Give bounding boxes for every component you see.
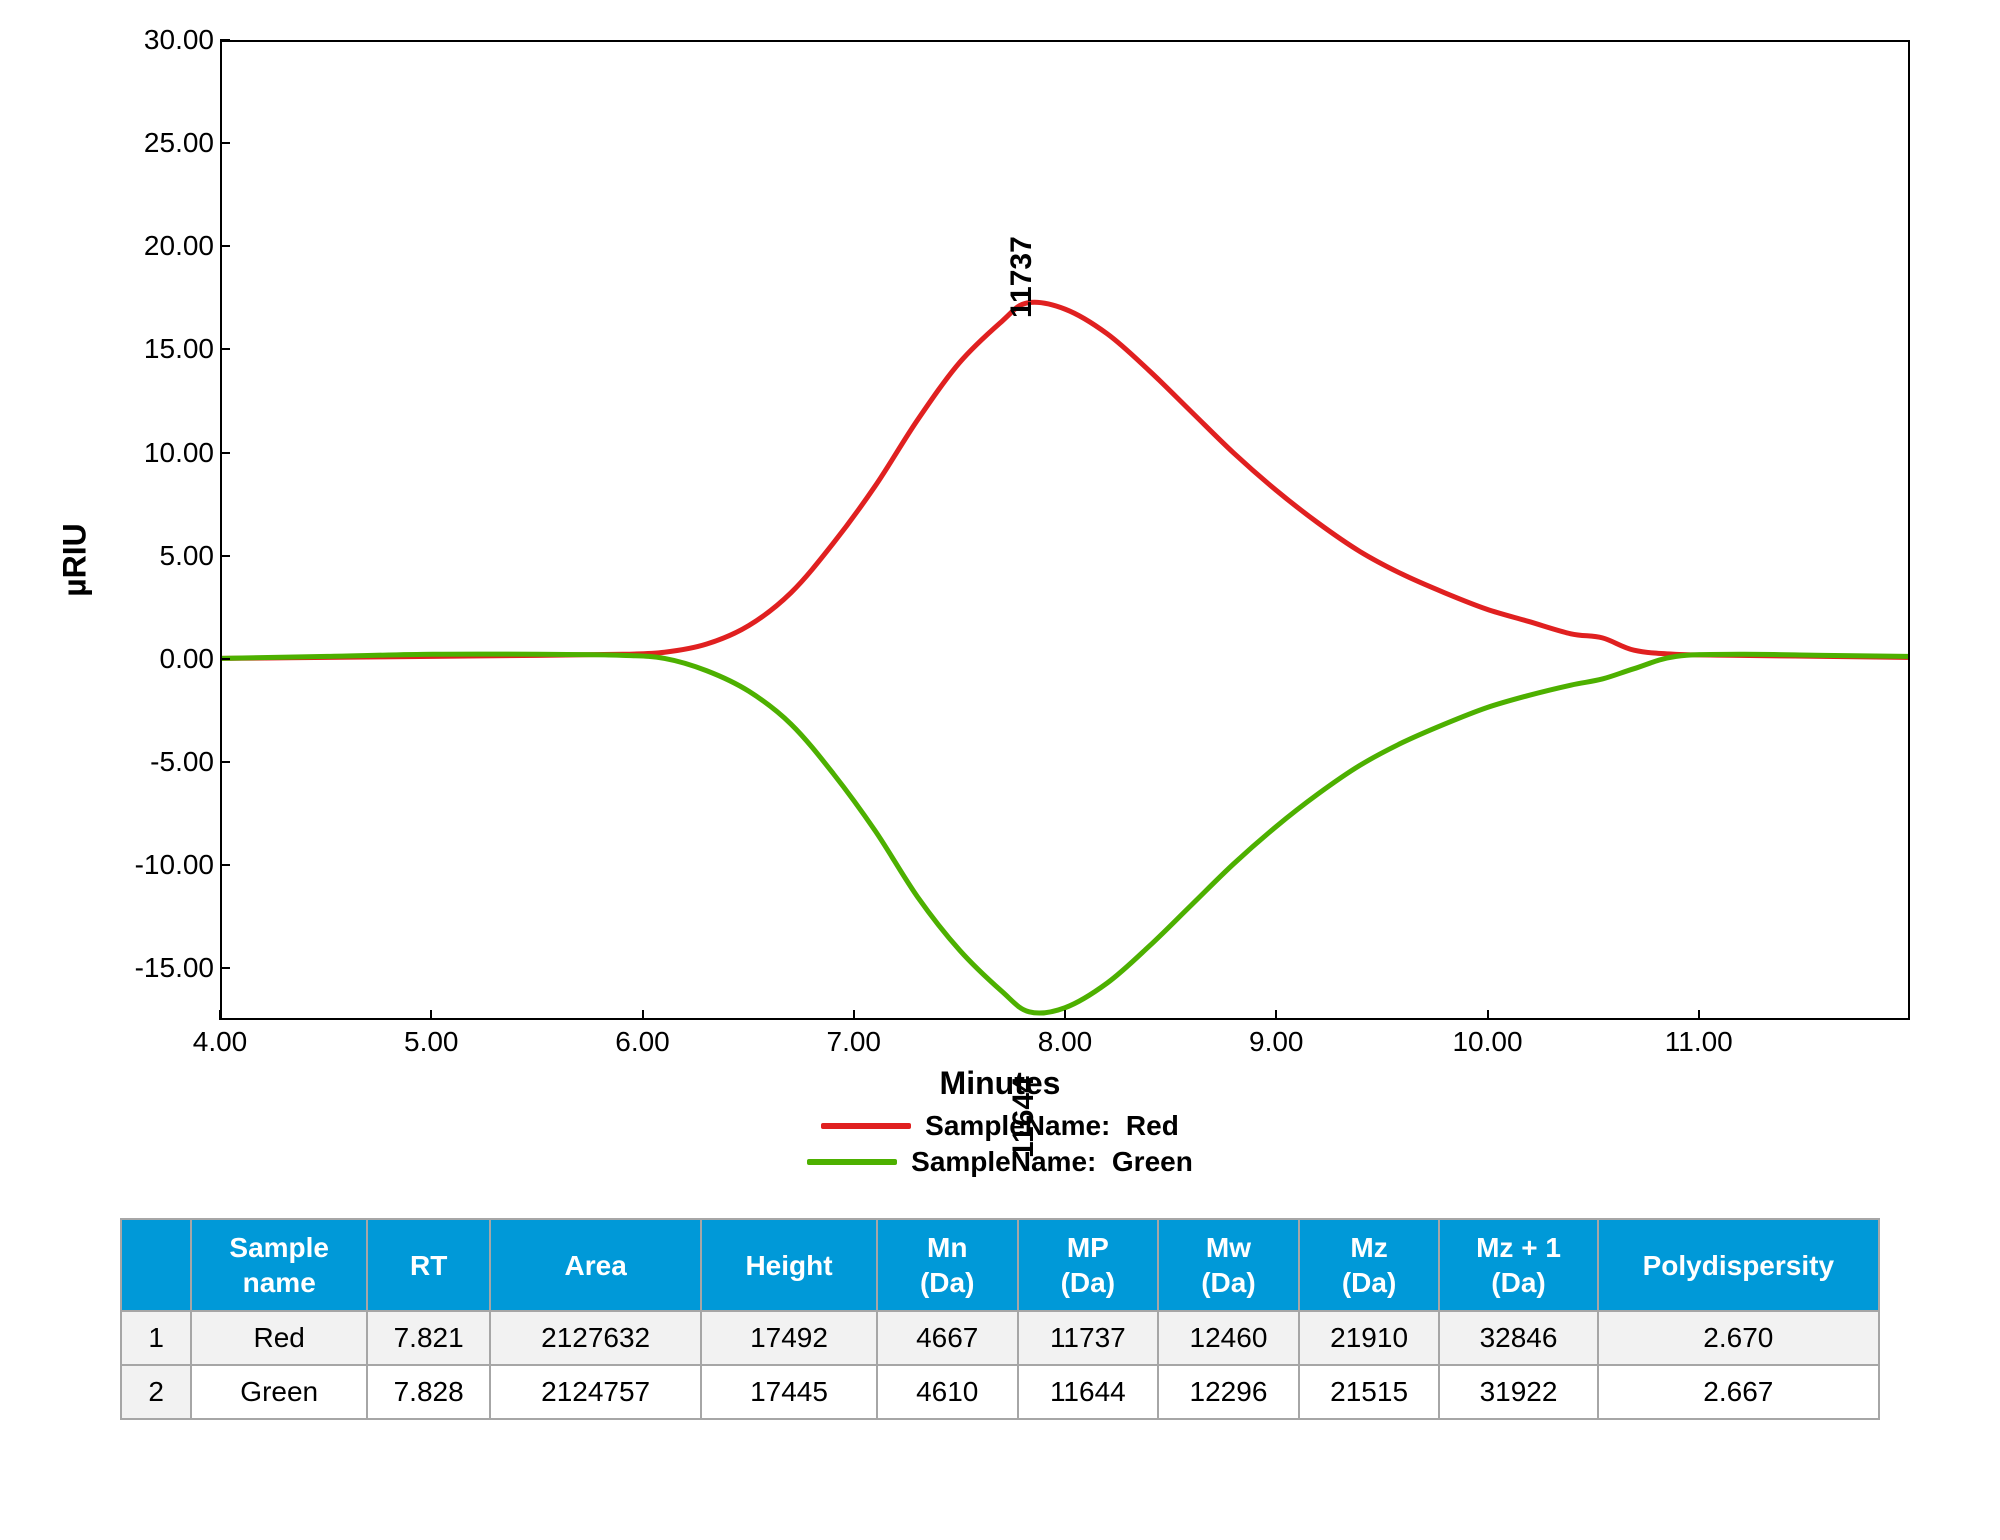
table-cell: 4667 — [877, 1311, 1018, 1365]
legend-item-green: SampleName: Green — [500, 1146, 1500, 1178]
col-header: RT — [367, 1219, 490, 1311]
y-tick-label: 5.00 — [160, 540, 215, 572]
table-cell: Red — [191, 1311, 367, 1365]
y-tick-label: 20.00 — [144, 230, 214, 262]
y-tick-label: 25.00 — [144, 127, 214, 159]
x-tick-mark — [1064, 1010, 1066, 1020]
chart-legend: SampleName: Red SampleName: Green — [500, 1110, 1500, 1178]
col-header: Mz(Da) — [1299, 1219, 1440, 1311]
x-tick-mark — [430, 1010, 432, 1020]
x-tick-mark — [642, 1010, 644, 1020]
y-tick-label: -5.00 — [150, 746, 214, 778]
table-body: 1Red7.8212127632174924667117371246021910… — [121, 1311, 1879, 1419]
chart-svg — [222, 42, 1908, 1018]
table-cell: Green — [191, 1365, 367, 1419]
y-tick-mark — [220, 348, 230, 350]
series-red — [222, 302, 1908, 658]
y-tick-mark — [220, 142, 230, 144]
y-tick-mark — [220, 761, 230, 763]
table-cell: 21910 — [1299, 1311, 1440, 1365]
y-tick-mark — [220, 452, 230, 454]
legend-item-red: SampleName: Red — [500, 1110, 1500, 1142]
table-cell: 12460 — [1158, 1311, 1299, 1365]
col-header: Polydispersity — [1598, 1219, 1879, 1311]
col-header: Mn(Da) — [877, 1219, 1018, 1311]
x-tick-mark — [1698, 1010, 1700, 1020]
col-header: Mw(Da) — [1158, 1219, 1299, 1311]
table-cell: 32846 — [1439, 1311, 1597, 1365]
table-cell: 17492 — [701, 1311, 877, 1365]
x-tick-label: 6.00 — [615, 1026, 670, 1058]
x-tick-label: 4.00 — [193, 1026, 248, 1058]
col-header: Mz + 1(Da) — [1439, 1219, 1597, 1311]
col-header: MP(Da) — [1018, 1219, 1159, 1311]
legend-label: SampleName: Green — [911, 1146, 1193, 1178]
table-cell: 31922 — [1439, 1365, 1597, 1419]
table-cell: 21515 — [1299, 1365, 1440, 1419]
y-axis-label: µRIU — [57, 523, 94, 597]
x-tick-mark — [1275, 1010, 1277, 1020]
y-tick-mark — [220, 967, 230, 969]
table-cell: 7.828 — [367, 1365, 490, 1419]
chromatogram-chart: µRIU Minutes -15.00-10.00-5.000.005.0010… — [80, 30, 1920, 1090]
results-table: SamplenameRTAreaHeightMn(Da)MP(Da)Mw(Da)… — [120, 1218, 1880, 1420]
table-row: 2Green7.82821247571744546101164412296215… — [121, 1365, 1879, 1419]
table-cell: 1 — [121, 1311, 191, 1365]
x-tick-label: 5.00 — [404, 1026, 459, 1058]
y-tick-label: 10.00 — [144, 437, 214, 469]
x-axis-label: Minutes — [940, 1065, 1061, 1102]
col-header: Height — [701, 1219, 877, 1311]
table-cell: 2.670 — [1598, 1311, 1879, 1365]
col-header: Area — [490, 1219, 701, 1311]
y-tick-label: 15.00 — [144, 333, 214, 365]
table-header: SamplenameRTAreaHeightMn(Da)MP(Da)Mw(Da)… — [121, 1219, 1879, 1311]
table-cell: 2.667 — [1598, 1365, 1879, 1419]
plot-area — [220, 40, 1910, 1020]
table-cell: 2124757 — [490, 1365, 701, 1419]
col-header — [121, 1219, 191, 1311]
table-cell: 4610 — [877, 1365, 1018, 1419]
x-tick-label: 7.00 — [827, 1026, 882, 1058]
peak-label-red: 11737 — [1005, 236, 1039, 318]
col-header: Samplename — [191, 1219, 367, 1311]
x-tick-mark — [853, 1010, 855, 1020]
table-cell: 2127632 — [490, 1311, 701, 1365]
x-tick-mark — [219, 1010, 221, 1020]
y-tick-label: 0.00 — [160, 643, 215, 675]
peak-label-green: 11644 — [1007, 1076, 1041, 1158]
table-cell: 2 — [121, 1365, 191, 1419]
table-row: 1Red7.8212127632174924667117371246021910… — [121, 1311, 1879, 1365]
table-cell: 12296 — [1158, 1365, 1299, 1419]
series-green — [222, 654, 1908, 1013]
x-tick-label: 9.00 — [1249, 1026, 1304, 1058]
y-tick-mark — [220, 658, 230, 660]
y-tick-label: -15.00 — [135, 952, 214, 984]
table-cell: 7.821 — [367, 1311, 490, 1365]
x-tick-label: 11.00 — [1665, 1026, 1733, 1058]
legend-label: SampleName: Red — [925, 1110, 1179, 1142]
legend-swatch — [821, 1123, 911, 1129]
x-tick-mark — [1487, 1010, 1489, 1020]
table-cell: 17445 — [701, 1365, 877, 1419]
legend-swatch — [807, 1159, 897, 1165]
y-tick-mark — [220, 245, 230, 247]
y-tick-label: -10.00 — [135, 849, 214, 881]
y-tick-mark — [220, 39, 230, 41]
y-tick-label: 30.00 — [144, 24, 214, 56]
y-tick-mark — [220, 864, 230, 866]
x-tick-label: 8.00 — [1038, 1026, 1093, 1058]
y-tick-mark — [220, 555, 230, 557]
x-tick-label: 10.00 — [1452, 1026, 1522, 1058]
table-cell: 11644 — [1018, 1365, 1159, 1419]
table-cell: 11737 — [1018, 1311, 1159, 1365]
